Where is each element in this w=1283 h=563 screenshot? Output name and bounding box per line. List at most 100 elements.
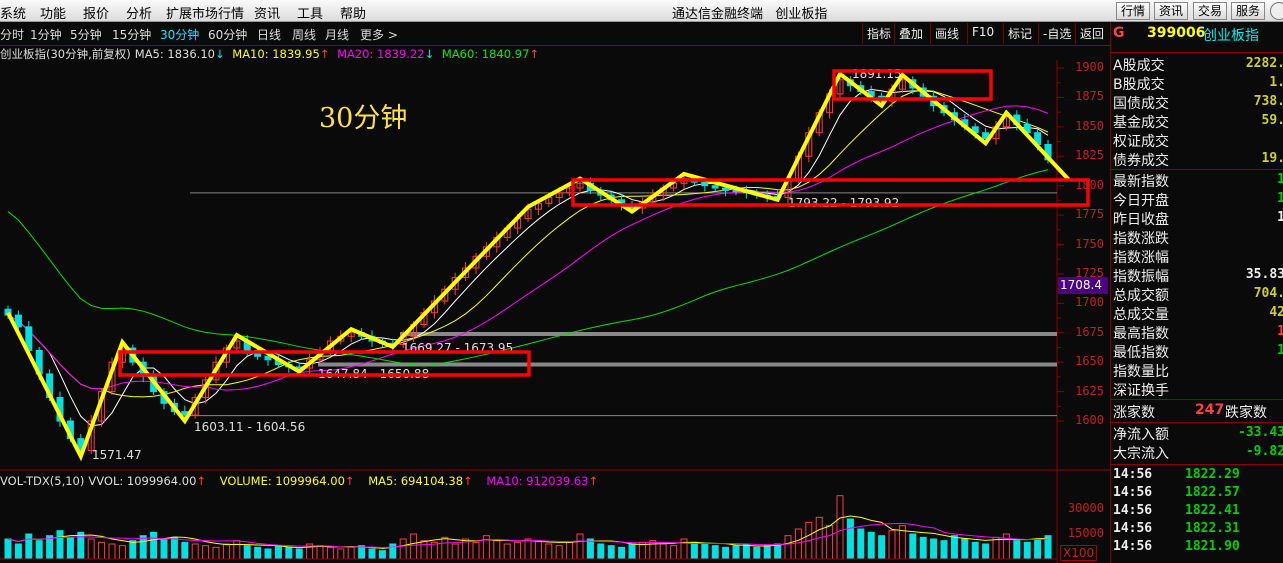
volume-bar [722,546,730,560]
row-label: 指数量比 [1113,364,1169,380]
tick-row: 14:56 1822.29 [1113,467,1283,485]
menu-function[interactable]: 功能 [40,7,67,22]
menu-analysis[interactable]: 分析 [126,7,153,22]
period-tab[interactable]: 60分钟 [208,28,248,42]
row-label: A股成交 [1113,58,1165,74]
volume-bar [264,548,272,560]
trade-button[interactable]: 交易 [1193,2,1228,20]
volume-bar [493,540,501,560]
volume-bar [1013,540,1021,560]
minimize-icon[interactable] [1270,2,1283,20]
menu-system[interactable]: 系统 [0,7,27,22]
service-button[interactable]: 服务 [1231,2,1266,20]
toolbar-button[interactable]: 返回 [1075,23,1108,44]
toolbar-button[interactable]: 标记 [1003,23,1036,44]
period-tab[interactable]: 1分钟 [30,28,62,42]
arrow-down-icon: ↓ [214,47,225,61]
period-tab[interactable]: 周线 [292,28,317,42]
row-label: 最低指数 [1113,345,1169,361]
volume-bar [14,543,22,560]
toolbar-button[interactable]: -自选 [1038,23,1075,44]
volume-info-line: VOL-TDX(5,10) VVOL: 1099964.00↑ VOLUME: 1… [0,474,602,489]
row-label: 最新指数 [1113,174,1169,190]
period-tab[interactable]: 5分钟 [70,28,102,42]
menu-help[interactable]: 帮助 [340,7,367,22]
menu-extended-market[interactable]: 扩展市场行情 [166,7,245,22]
arrow-up-icon: ↑ [529,47,540,61]
panel-row: 指数涨幅 [1113,247,1283,266]
volume-bar [971,541,979,560]
volume-bar [618,546,626,560]
panel-divider [1110,22,1111,563]
menu-tools[interactable]: 工具 [297,7,324,22]
volume-bar [649,540,657,560]
row-value: 738. [1253,94,1283,109]
volume-bar [701,543,709,560]
period-tab[interactable]: 更多 > [360,28,398,42]
tick-time: 14:56 [1113,521,1153,536]
toolbar-button[interactable]: 画线 [930,23,963,44]
volume-bar [108,543,116,560]
zigzag-trendline [6,70,1071,462]
row-label: 指数振幅 [1113,269,1169,285]
menu-news[interactable]: 资讯 [254,7,281,22]
row-label: 国债成交 [1113,96,1169,112]
price-tick-label: 1725 [1075,265,1104,280]
volume-bar [545,543,553,560]
toolbar-button[interactable]: 指标 [862,23,895,44]
news-button[interactable]: 资讯 [1154,2,1189,20]
volume-ma10-line [7,522,1049,549]
panel-row: 指数涨跌 [1113,228,1283,247]
period-tab[interactable]: 30分钟 [160,28,200,42]
volume-bar [326,546,334,560]
price-tick-label: 1900 [1075,60,1104,74]
period-tab[interactable]: 15分钟 [112,28,152,42]
tick-time: 14:56 [1113,485,1153,500]
price-tag: 1708.4 [1058,277,1108,294]
panel-row: 权证成交 [1113,131,1283,150]
volume-bar [732,545,740,560]
vol-name: VOL-TDX(5,10) [0,474,85,488]
toolbar-button[interactable]: 叠加 [894,23,927,44]
row-label: 权证成交 [1113,134,1169,150]
period-tab[interactable]: 日线 [257,28,282,42]
volume-bar [295,548,303,560]
volume-bar [316,545,324,560]
ma60-value: MA60: 1840.97 [441,47,530,61]
volume-bar [35,540,43,560]
level-annotation: 1603.11 - 1604.56 [194,420,306,434]
row-label: 总成交额 [1113,288,1169,304]
price-tick-label: 1700 [1075,295,1104,310]
toolbar-button[interactable]: F10 [967,23,998,44]
price-tick-label: 1825 [1075,148,1104,163]
volume-bar [1034,538,1042,560]
period-tab[interactable]: 分时 [0,28,25,42]
volume-bar [763,545,771,560]
volume-bar [358,545,366,560]
volume-bar [940,540,948,560]
volume-bar [711,545,719,560]
row-label: 今日开盘 [1113,193,1169,209]
period-tab[interactable]: 月线 [325,28,350,42]
volume-bar [441,536,449,560]
volume-bar [233,540,241,560]
volume-bar [690,541,698,560]
menu-quote[interactable]: 报价 [83,7,110,22]
ma5-value: MA5: 1836.10 [134,47,215,61]
volume-bar [982,543,990,560]
candle [555,192,563,198]
volume-bar [514,541,522,560]
volume-bar [202,545,210,560]
tick-price: 1822.29 [1185,467,1240,482]
volume-bar [909,533,917,560]
volume-bar [524,538,532,560]
ma-info-line: 创业板指(30分钟,前复权) MA5: 1836.10↓ MA10: 1839.9… [0,46,543,61]
tick-row: 14:56 1822.41 [1113,503,1283,521]
up-label: 涨家数 [1113,405,1155,421]
panel-row: 指数振幅 35.83 [1113,266,1283,285]
price-tick-label: 1775 [1075,207,1104,222]
row-value: 1 [1277,324,1283,339]
price-tick-label: 1875 [1075,89,1104,104]
market-button[interactable]: 行情 [1116,2,1151,20]
panel-row: 债券成交 19. [1113,150,1283,169]
